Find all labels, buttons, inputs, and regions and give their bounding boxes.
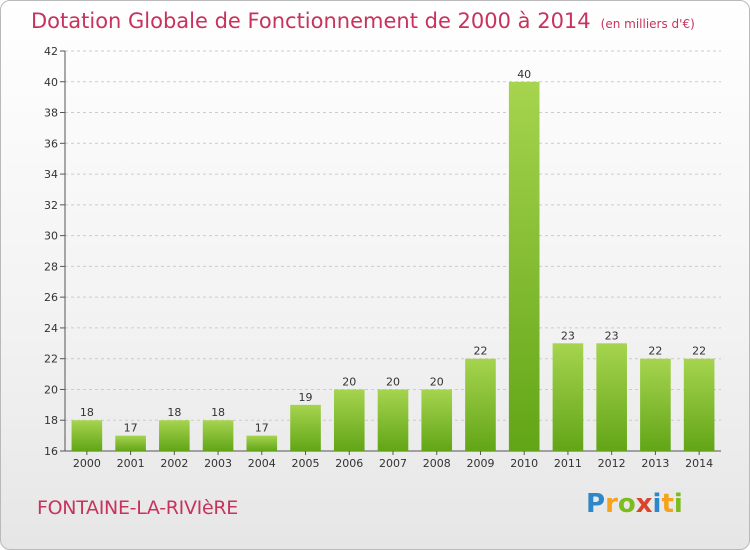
y-tick-label: 40 [44, 76, 58, 89]
y-tick-label: 28 [44, 260, 58, 273]
x-tick-label: 2000 [73, 457, 101, 470]
logo-letter: t [661, 489, 674, 519]
bar [596, 343, 627, 451]
y-tick-label: 18 [44, 414, 58, 427]
y-tick-label: 38 [44, 107, 58, 120]
bar-value-label: 20 [342, 375, 356, 388]
y-tick-label: 30 [44, 230, 58, 243]
bar [508, 81, 540, 452]
bar [71, 420, 103, 451]
bar [552, 343, 584, 451]
bar [421, 389, 453, 451]
bar [115, 435, 146, 451]
bar [640, 358, 671, 451]
bar-value-label: 22 [648, 345, 662, 358]
x-tick-label: 2014 [685, 457, 713, 470]
chart-title: Dotation Globale de Fonctionnement de 20… [31, 9, 591, 33]
x-tick-label: 2009 [466, 457, 494, 470]
unit-note: (en milliers d'€) [600, 17, 695, 31]
bar [202, 420, 234, 451]
x-tick-label: 2003 [204, 457, 232, 470]
x-tick-label: 2007 [379, 457, 407, 470]
x-tick-label: 2006 [335, 457, 363, 470]
bar-value-label: 40 [517, 68, 531, 81]
x-tick-label: 2010 [510, 457, 538, 470]
x-tick-label: 2013 [641, 457, 669, 470]
logo-letter: i [673, 489, 683, 519]
bar [377, 389, 409, 451]
bar-value-label: 22 [473, 345, 487, 358]
bar-value-label: 18 [80, 406, 94, 419]
bar-value-label: 23 [561, 329, 575, 342]
y-tick-label: 16 [44, 445, 58, 458]
bar-value-label: 20 [430, 375, 444, 388]
bar-value-label: 18 [211, 406, 225, 419]
proxiti-logo[interactable]: Proxiti [586, 489, 683, 519]
y-tick-label: 32 [44, 199, 58, 212]
bar-value-label: 19 [299, 391, 313, 404]
bar [159, 420, 190, 451]
commune-name: FONTAINE-LA-RIVIèRE [37, 497, 238, 519]
x-tick-label: 2001 [117, 457, 145, 470]
bars [71, 81, 715, 452]
x-tick-label: 2004 [248, 457, 276, 470]
logo-letter: r [605, 489, 618, 519]
y-tick-label: 22 [44, 353, 58, 366]
logo-letter: i [652, 489, 662, 519]
logo-letter: x [635, 489, 653, 519]
bar [465, 358, 496, 451]
x-tick-label: 2005 [292, 457, 320, 470]
bar [290, 404, 321, 451]
bar-value-label: 17 [255, 422, 269, 435]
bar [246, 435, 278, 451]
logo-letter: o [617, 489, 636, 519]
x-tick-label: 2002 [160, 457, 188, 470]
title-row: Dotation Globale de Fonctionnement de 20… [31, 9, 695, 33]
y-tick-label: 36 [44, 137, 58, 150]
bar-value-label: 18 [167, 406, 181, 419]
bar-value-label: 23 [605, 329, 619, 342]
bar-value-label: 22 [692, 345, 706, 358]
x-tick-label: 2011 [554, 457, 582, 470]
x-tick-label: 2012 [598, 457, 626, 470]
x-tick-label: 2008 [423, 457, 451, 470]
y-tick-label: 26 [44, 291, 58, 304]
logo-letter: P [586, 489, 606, 519]
y-tick-label: 20 [44, 383, 58, 396]
y-tick-label: 34 [44, 168, 58, 181]
y-tick-label: 24 [44, 322, 58, 335]
bar-value-label: 20 [386, 375, 400, 388]
bar [333, 389, 365, 451]
bar-value-label: 17 [124, 422, 138, 435]
y-tick-label: 42 [44, 45, 58, 58]
bar-labels: 18 17 18 18 17 19 20 20 20 22 40 23 23 22 22 [80, 68, 706, 435]
bar [683, 358, 715, 451]
